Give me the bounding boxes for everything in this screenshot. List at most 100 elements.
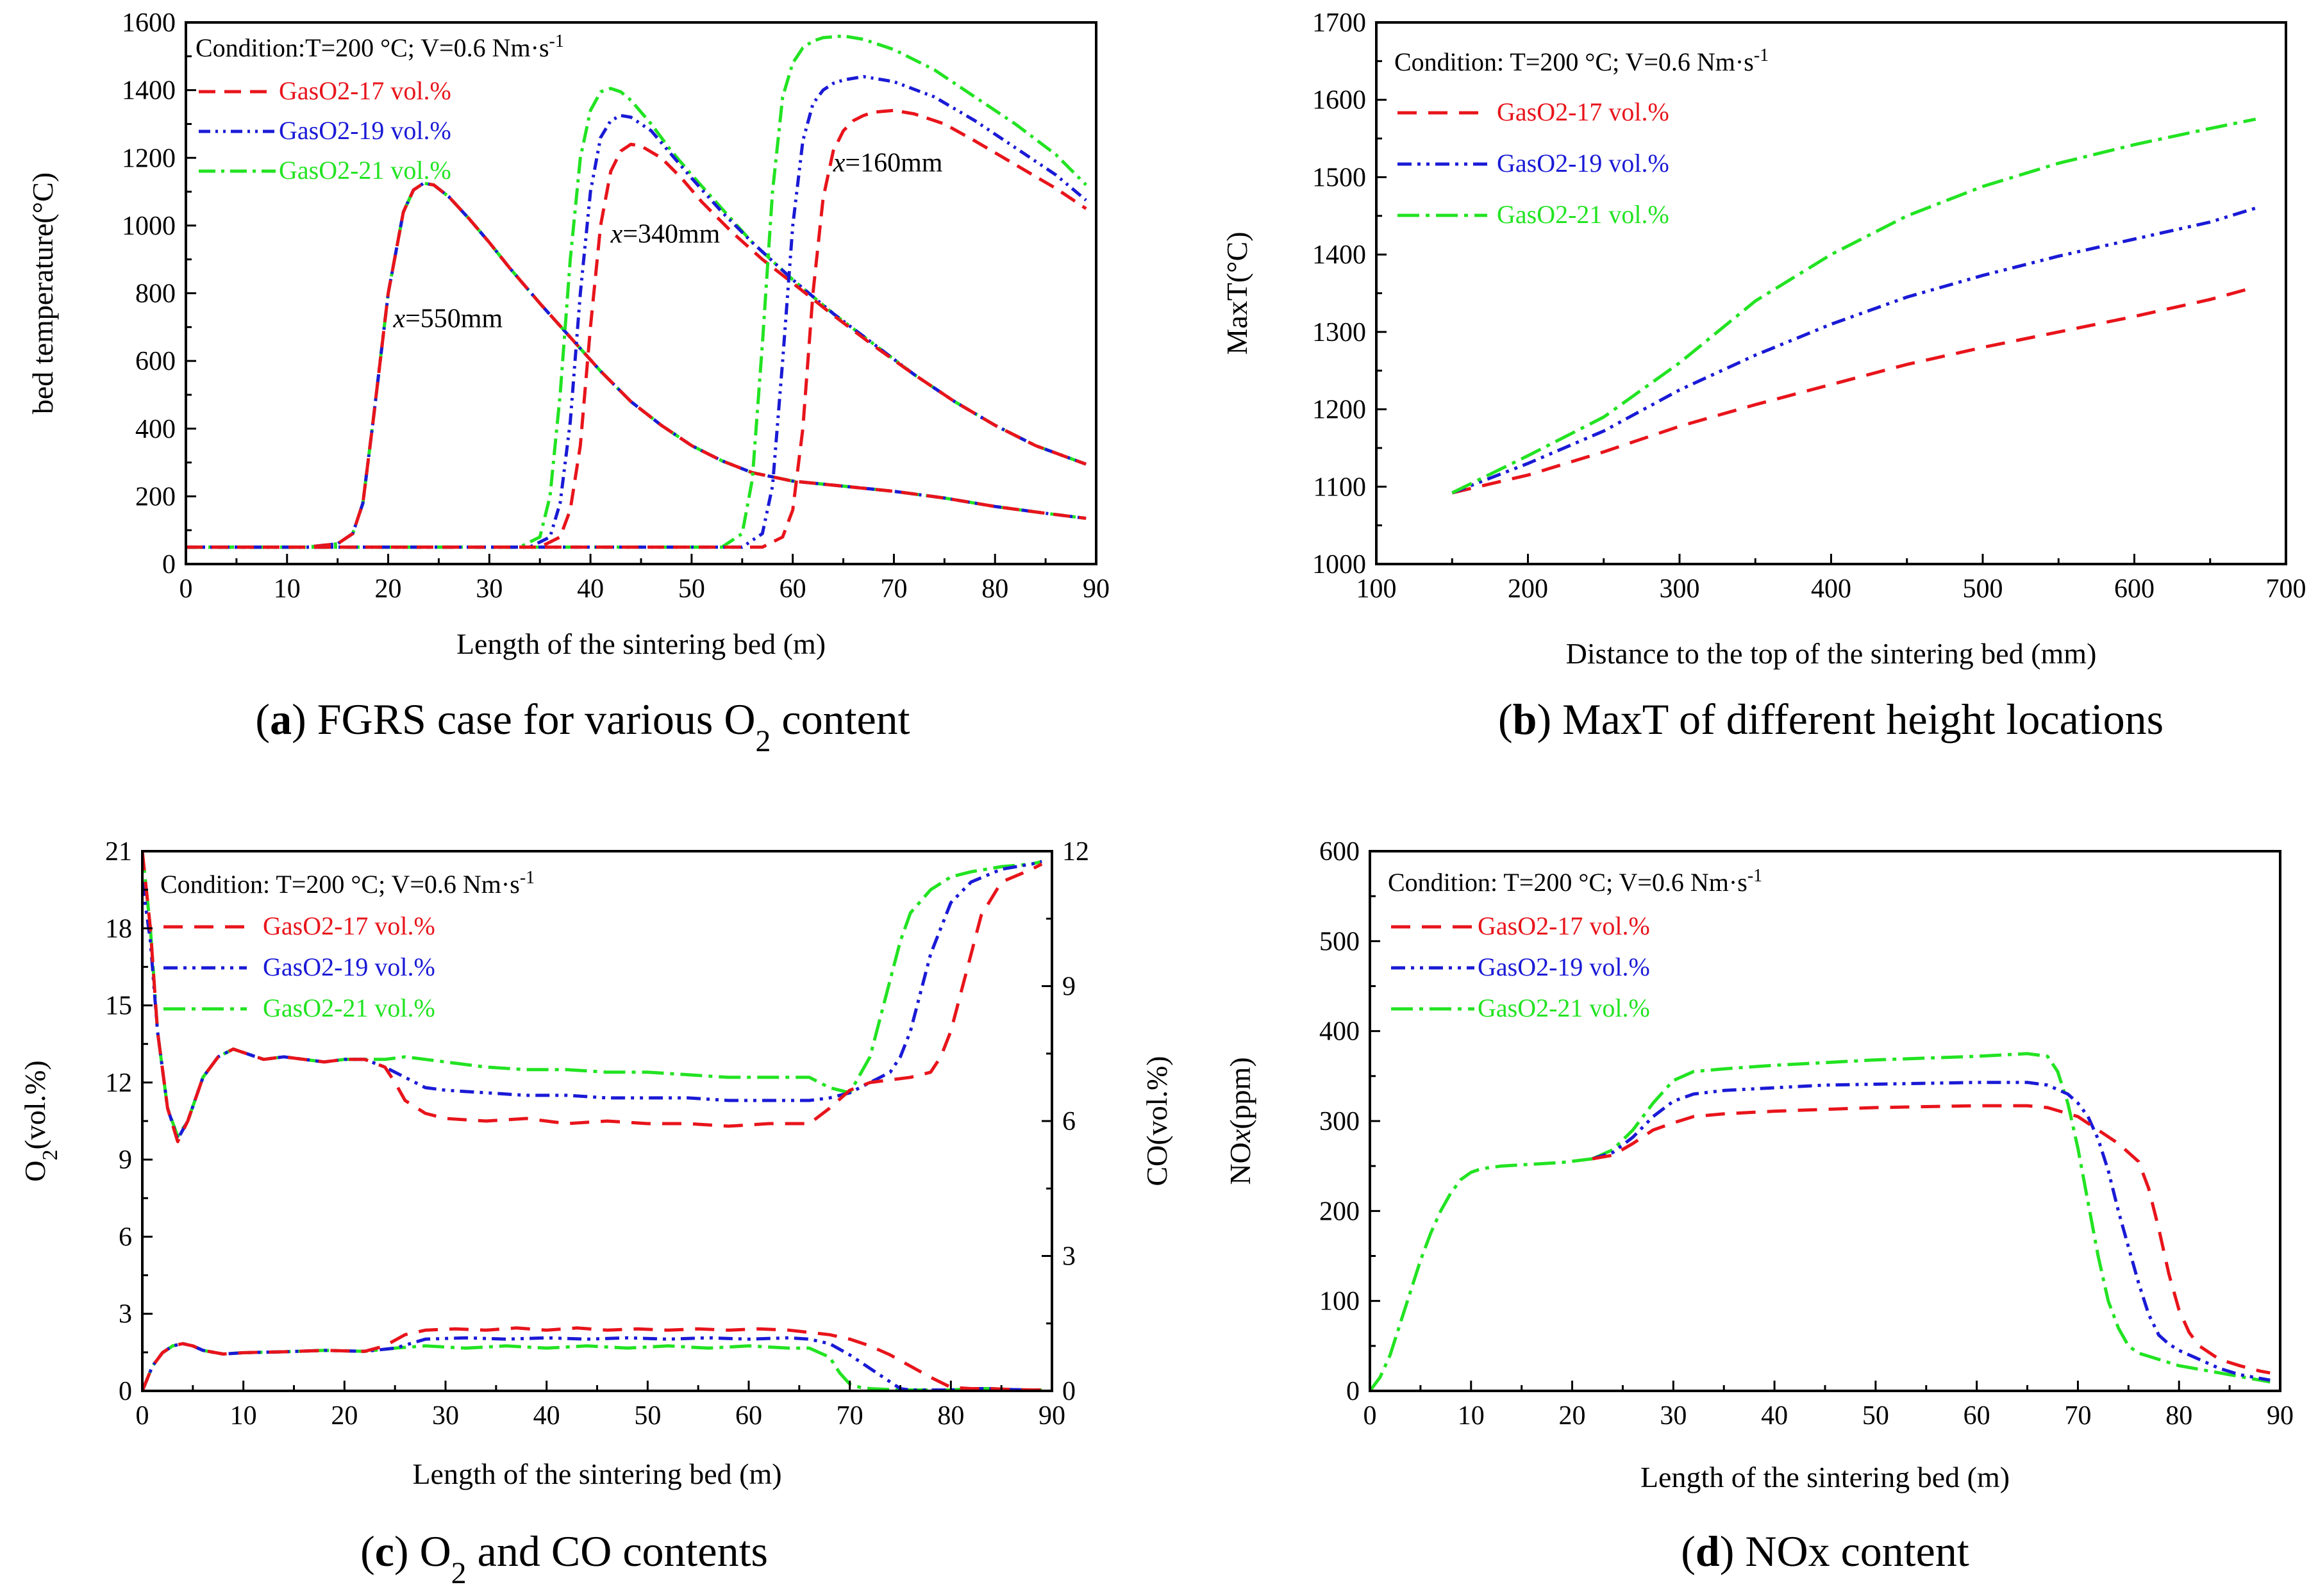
caption-open: ( xyxy=(1681,1527,1696,1575)
x-tick-label-9: 90 xyxy=(1083,574,1110,604)
x-tick-label-9: 90 xyxy=(2267,1401,2294,1431)
condition-main: Condition:T=200 °C; V=0.6 Nm·s xyxy=(196,33,549,62)
x-tick-label-3: 30 xyxy=(476,574,503,604)
y-tick-label-4: 800 xyxy=(135,279,176,309)
series-line-7 xyxy=(186,75,1087,549)
series-group xyxy=(1370,1052,2271,1391)
caption-sub: 2 xyxy=(451,1556,467,1590)
caption-open: ( xyxy=(360,1527,375,1575)
series-line-2 xyxy=(186,181,1087,549)
legend-label-1: GasO2-19 vol.% xyxy=(263,952,435,981)
x-tick-label-4: 500 xyxy=(1963,574,2003,604)
y-tick-label-7: 1400 xyxy=(122,76,176,106)
legend-label-1: GasO2-19 vol.% xyxy=(1497,149,1669,178)
caption-letter: b xyxy=(1513,695,1537,744)
y-tick-label-5: 15 xyxy=(105,992,132,1021)
y-tick-label-8: 1600 xyxy=(122,8,176,38)
x-tick-label-2: 20 xyxy=(375,574,402,604)
y-tick-label-6: 1200 xyxy=(122,144,176,173)
series-group xyxy=(1451,117,2256,495)
x-tick-label-3: 400 xyxy=(1811,574,1851,604)
x-tick-label-6: 60 xyxy=(1964,1401,1990,1431)
y-axis-label-main: NO xyxy=(1224,1142,1256,1185)
y-axis-label: MaxT(°C) xyxy=(1221,231,1253,354)
legend-label-0: GasO2-17 vol.% xyxy=(1497,97,1669,126)
series-line-5 xyxy=(186,142,1087,549)
series-line-0 xyxy=(1370,1157,1593,1391)
y-axis-label-main: O xyxy=(19,1161,51,1182)
legend-label-0: GasO2-17 vol.% xyxy=(263,911,435,940)
x-tick-label-0: 100 xyxy=(1356,574,1397,604)
series-line-1 xyxy=(1592,1052,2271,1384)
y-tick-label-2: 1200 xyxy=(1312,395,1366,425)
y-tick-label-0: 1000 xyxy=(1312,550,1366,579)
legend-label-2: GasO2-21 vol.% xyxy=(263,993,435,1022)
y-tick-label-3: 600 xyxy=(135,347,176,376)
annotation-italic: x xyxy=(610,219,623,249)
condition-sup: -1 xyxy=(1747,866,1762,886)
x-tick-label-3: 30 xyxy=(1660,1401,1687,1431)
x-tick-label-5: 50 xyxy=(634,1401,661,1431)
caption-close: ) xyxy=(1720,1527,1735,1575)
caption-tail: and CO contents xyxy=(467,1527,768,1575)
panel-d: 0 10 20 30 40 50 60 70 80 90 0 100 200 300 400 500 600 Le… xyxy=(1224,837,2294,1575)
panel-a: 0 10 20 30 40 50 60 70 80 90 0 200 400 600 800 1000 1200… xyxy=(26,8,1110,758)
x-tick-label-1: 10 xyxy=(1458,1401,1485,1431)
caption-letter: a xyxy=(270,695,292,744)
y-tick-label-3: 300 xyxy=(1319,1107,1360,1136)
x-tick-label-8: 80 xyxy=(937,1401,964,1431)
condition-text: Condition: T=200 °C; V=0.6 Nm·s-1 xyxy=(1394,46,1769,77)
caption-rest: FGRS case for various O xyxy=(306,695,756,744)
annotation-text: =340mm xyxy=(622,219,720,249)
y-tick-label-6: 600 xyxy=(1319,837,1360,867)
y-tick-label-2: 6 xyxy=(119,1222,132,1252)
y-tick-label-4: 12 xyxy=(105,1068,132,1098)
condition-sup: -1 xyxy=(549,31,564,51)
series-line-4 xyxy=(142,1336,1042,1391)
x-tick-label-4: 40 xyxy=(1761,1401,1788,1431)
legend-label-2: GasO2-21 vol.% xyxy=(279,156,451,185)
x-tick-label-6: 60 xyxy=(735,1401,762,1431)
x-axis-label: Length of the sintering bed (m) xyxy=(1640,1461,2010,1493)
x-tick-label-5: 600 xyxy=(2114,574,2155,604)
condition-sup: -1 xyxy=(1754,46,1769,65)
x-tick-label-2: 300 xyxy=(1660,574,1700,604)
series-group xyxy=(186,34,1087,549)
caption-open: ( xyxy=(1498,695,1513,744)
caption-sub: 2 xyxy=(755,724,771,758)
series-line-3 xyxy=(1592,1104,2271,1375)
condition-text: Condition:T=200 °C; V=0.6 Nm·s-1 xyxy=(196,31,564,63)
legend-label-2: GasO2-21 vol.% xyxy=(1497,200,1669,229)
legend-label-0: GasO2-17 vol.% xyxy=(1478,911,1650,940)
y-tick-label-5: 1500 xyxy=(1312,163,1366,192)
y-tick-label-4: 400 xyxy=(1319,1017,1360,1047)
y-tick-label-1: 1100 xyxy=(1313,472,1366,502)
x-tick-label-6: 60 xyxy=(780,574,806,604)
x-axis-label: Distance to the top of the sintering bed… xyxy=(1566,637,2097,670)
x-tick-label-0: 0 xyxy=(179,574,193,604)
caption-tail: content xyxy=(771,695,910,744)
series-line-1 xyxy=(1451,206,2256,495)
caption-letter: d xyxy=(1696,1527,1720,1575)
x-axis-label: Length of the sintering bed (m) xyxy=(456,628,826,660)
series-line-8 xyxy=(186,108,1087,549)
x-tick-label-1: 10 xyxy=(274,574,301,604)
y-tick-label-5: 500 xyxy=(1319,927,1360,956)
x-tick-label-0: 0 xyxy=(1363,1401,1377,1431)
series-line-0 xyxy=(1451,285,2256,495)
y-axis-label: bed temperature(°C) xyxy=(26,172,59,414)
caption-rest: O xyxy=(409,1527,451,1575)
annotation-2: x=160mm xyxy=(833,148,943,178)
x-tick-label-8: 80 xyxy=(981,574,1008,604)
x-tick-label-1: 200 xyxy=(1508,574,1548,604)
caption-rest: NOx content xyxy=(1734,1527,1969,1575)
y-axis-label: NOx(ppm) xyxy=(1224,1057,1256,1185)
y2-tick-label-3: 9 xyxy=(1062,972,1076,1002)
y-tick-label-1: 3 xyxy=(119,1300,132,1329)
annotation-0: x=550mm xyxy=(392,304,503,333)
condition-text: Condition: T=200 °C; V=0.6 Nm·s-1 xyxy=(1388,866,1762,897)
y-axis-label-italic: x xyxy=(1224,1129,1256,1143)
y-tick-label-1: 100 xyxy=(1319,1287,1360,1317)
panel-caption: (b) MaxT of different height locations xyxy=(1498,695,2164,744)
